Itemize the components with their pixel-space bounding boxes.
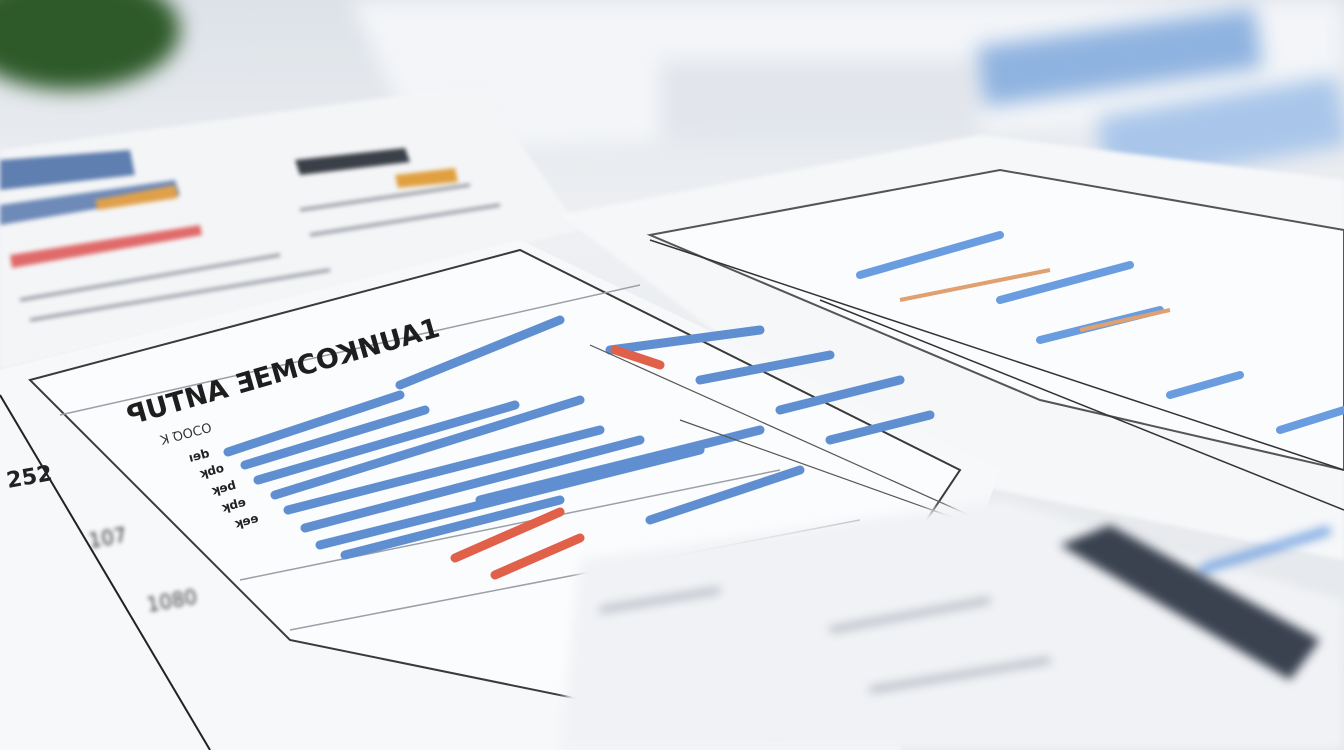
- bar: [605, 325, 765, 355]
- pen: [1060, 525, 1320, 680]
- bar: [315, 445, 705, 550]
- main-chart-bars: [223, 315, 935, 560]
- bar: [475, 425, 765, 505]
- bar: [645, 465, 805, 525]
- row-label: ʞɘɘ: [232, 511, 260, 531]
- bar-red: [610, 345, 665, 370]
- bar-red: [450, 507, 565, 563]
- top-left-paper: [0, 85, 580, 370]
- bar: [283, 425, 605, 515]
- row-label: ʞdɘ: [219, 495, 247, 515]
- row-label: ʞɘd: [209, 478, 237, 498]
- bar: [253, 400, 520, 485]
- bar: [825, 410, 935, 445]
- bar-red: [490, 533, 585, 580]
- bar: [775, 375, 905, 415]
- bar: [270, 395, 585, 500]
- bar: [300, 435, 645, 533]
- bar: [340, 495, 565, 560]
- bar: [223, 390, 405, 457]
- bar: [395, 315, 565, 390]
- foreground-blur: [560, 500, 1344, 750]
- bar: [695, 350, 835, 385]
- plant: [0, 0, 180, 90]
- row-label: ıɘb: [187, 446, 211, 465]
- bar: [240, 405, 430, 470]
- main-chart-red-bars: [450, 345, 665, 580]
- right-paper: [560, 135, 1344, 560]
- row-label: ʞdo: [197, 461, 225, 481]
